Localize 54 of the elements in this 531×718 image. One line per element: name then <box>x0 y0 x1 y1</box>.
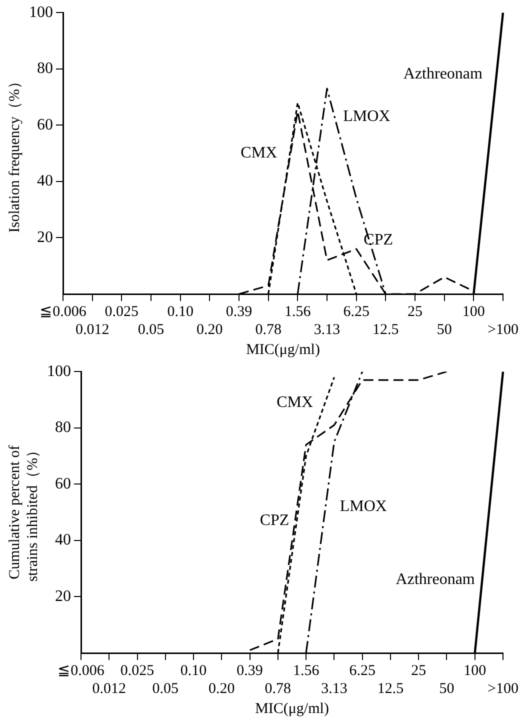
y-tick-label: 60 <box>37 116 53 134</box>
x-tick-label: 6.25 <box>343 304 370 320</box>
x-tick-label: 0.10 <box>180 662 207 679</box>
x-tick-label: ≦0.006 <box>40 304 87 320</box>
x-tick-label: 6.25 <box>349 662 376 679</box>
x-tick-label: ≦0.006 <box>58 662 105 679</box>
x-tick-label: >100 <box>488 322 518 338</box>
x-tick-label: 12.5 <box>372 322 399 338</box>
x-tick-label: 50 <box>436 322 452 338</box>
x-tick-label: 0.012 <box>75 322 110 338</box>
x-tick-label: 25 <box>408 304 422 320</box>
x-tick-label: 3.13 <box>321 680 348 697</box>
y-tick-label: 80 <box>55 419 71 436</box>
series-label: LMOX <box>343 108 391 125</box>
series-label: CPZ <box>364 232 394 249</box>
y-tick-label: 40 <box>55 532 71 549</box>
x-tick-label: 1.56 <box>292 662 320 679</box>
y-tick-label: 20 <box>37 228 53 246</box>
series-label: CMX <box>240 144 278 162</box>
x-tick-label: 0.39 <box>226 304 252 320</box>
x-tick-label: 25 <box>411 662 426 679</box>
x-tick-label: >100 <box>488 680 518 697</box>
series-label: Azthreonam <box>396 571 476 588</box>
series-label: LMOX <box>340 498 388 515</box>
x-tick-label: 0.20 <box>208 680 235 697</box>
x-tick-label: 100 <box>462 304 485 320</box>
x-tick-label: 0.20 <box>196 322 223 338</box>
y-tick-label: 80 <box>37 60 53 78</box>
x-tick-label: 12.5 <box>377 680 404 697</box>
y-tick-label: 100 <box>47 362 71 380</box>
y-tick-label: 20 <box>55 588 71 605</box>
y-axis-title: Cumulative percent of strains inhibited（%） <box>6 442 41 582</box>
series-label: CPZ <box>260 512 290 529</box>
x-tick-label: 0.025 <box>104 304 139 320</box>
x-tick-label: 0.78 <box>264 680 292 697</box>
x-tick-label: 3.13 <box>314 322 340 338</box>
x-tick-label: 100 <box>464 662 486 679</box>
x-tick-label: 0.012 <box>92 680 126 697</box>
x-tick-label: 0.78 <box>255 322 282 338</box>
x-tick-label: 0.05 <box>152 680 179 697</box>
x-tick-label: 1.56 <box>284 304 312 320</box>
x-tick-label: 0.10 <box>167 304 194 320</box>
x-axis-title: MIC(μg/ml) <box>255 700 329 717</box>
y-tick-label: 100 <box>29 4 53 21</box>
x-axis-title: MIC(μg/ml) <box>246 342 320 358</box>
y-tick-label: 40 <box>37 172 53 190</box>
y-axis-title: Isolation frequency（%） <box>6 74 23 233</box>
series-label: Azthreonam <box>403 66 484 83</box>
x-tick-label: 0.39 <box>236 662 263 679</box>
y-tick-label: 60 <box>55 475 71 492</box>
x-tick-label: 0.05 <box>138 322 164 338</box>
x-tick-label: 50 <box>439 680 454 697</box>
x-tick-label: 0.025 <box>120 662 154 679</box>
series-label: CMX <box>276 394 314 411</box>
